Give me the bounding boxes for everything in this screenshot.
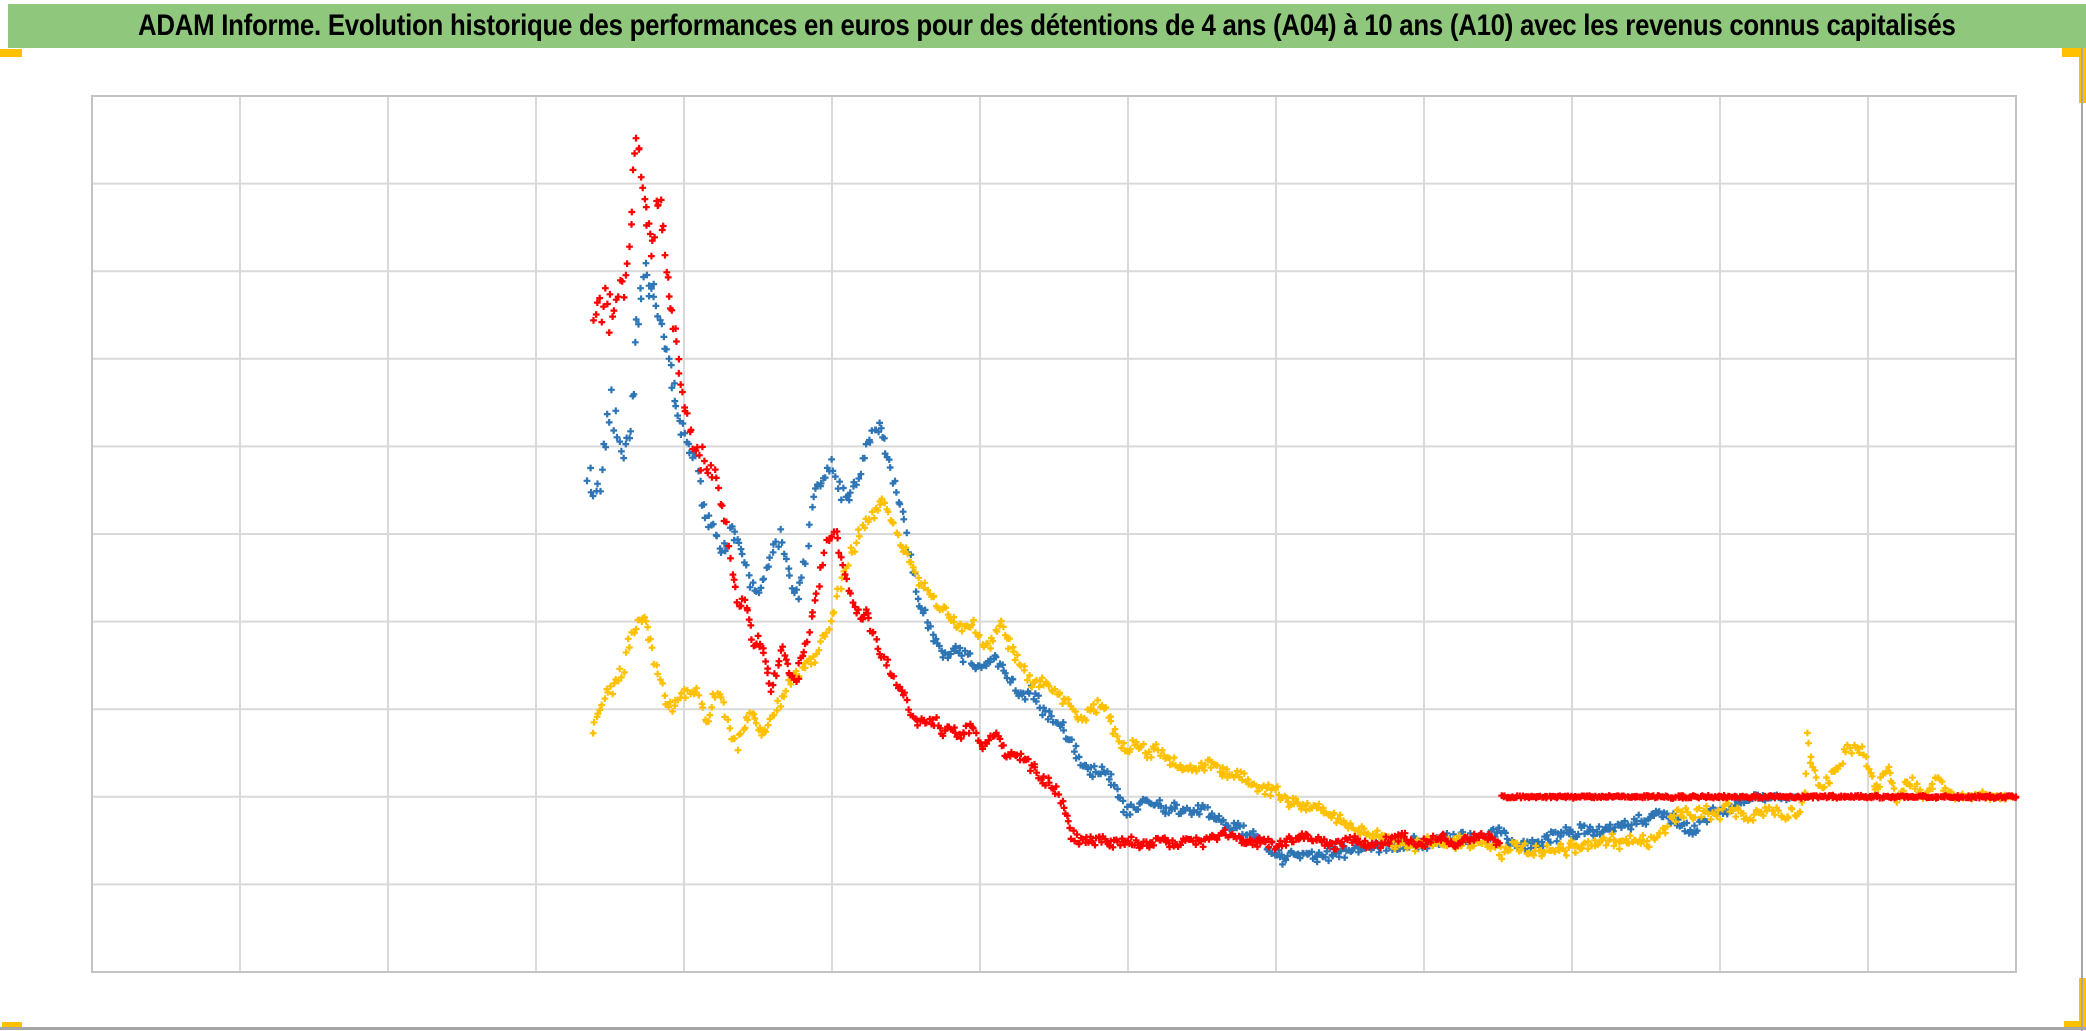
chart-title-text: ADAM Informe. Evolution historique des p… [138,9,1956,42]
chart-title-bar[interactable]: ADAM Informe. Evolution historique des p… [8,4,2086,48]
series-yellow [589,495,2017,863]
series-red [590,134,1503,853]
plot-border [91,95,2017,973]
selection-handle-top-right-horizontal[interactable] [2062,48,2086,57]
selection-handle-top-left[interactable] [0,49,22,57]
selection-handle-bottom-right-horizontal[interactable] [2064,1021,2086,1030]
slide-edge-right-line [2081,48,2083,1031]
slide-edge-bottom-line [0,1027,2086,1030]
plot-gridlines [92,96,2016,972]
series-blue [583,259,1799,868]
series-red-flat [1498,791,2020,802]
selection-handle-bottom-left[interactable] [2,1022,22,1030]
